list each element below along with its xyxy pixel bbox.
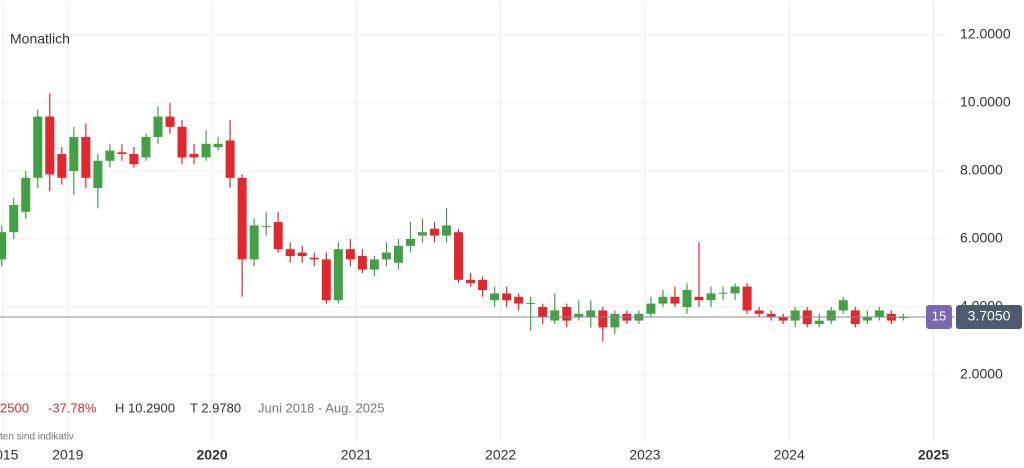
candle-body — [862, 317, 872, 321]
candle-body — [694, 296, 704, 301]
x-tick-label: 2020 — [197, 447, 228, 463]
candle-body — [285, 249, 295, 256]
candle-body — [165, 116, 175, 127]
last-price-label: 3.7050 — [968, 308, 1011, 324]
candle-body — [333, 249, 343, 301]
badge-bg — [926, 305, 952, 330]
candle-body — [261, 226, 271, 228]
candles — [0, 93, 908, 342]
candle-body — [778, 317, 788, 321]
candle-body — [814, 320, 824, 324]
candle-body — [81, 137, 91, 178]
candle-body — [249, 225, 259, 260]
low-stat: T 2.9780 — [190, 400, 241, 415]
candle-body — [658, 296, 668, 304]
change-pct: -37.78% — [48, 400, 97, 415]
interval-label: Monatlich — [10, 31, 70, 47]
candle-body — [706, 293, 716, 301]
candle-body — [514, 296, 524, 304]
candle-body — [33, 116, 43, 178]
x-tick-label: 2022 — [485, 447, 516, 463]
candle-body — [273, 222, 283, 250]
candle-body — [550, 310, 560, 321]
candle-body — [393, 245, 403, 263]
candle-body — [790, 310, 800, 321]
badge: 15 — [932, 308, 946, 323]
date-range: Juni 2018 - Aug. 2025 — [258, 400, 385, 415]
candle-body — [201, 143, 211, 158]
candle-body — [526, 302, 536, 304]
candle-body — [417, 232, 427, 236]
candle-body — [718, 292, 728, 294]
grid — [0, 1, 945, 443]
candle-body — [466, 279, 476, 284]
candle-body — [874, 310, 884, 318]
candle-body — [454, 232, 464, 280]
candle-body — [93, 160, 103, 188]
candle-body — [321, 259, 331, 301]
candle-body — [237, 177, 247, 260]
candle-body — [730, 286, 740, 294]
y-tick-label: 2.0000 — [960, 366, 1003, 382]
candle-body — [502, 293, 512, 301]
candle-body — [586, 310, 596, 318]
candle-body — [9, 205, 19, 233]
candle-body — [189, 154, 199, 158]
candle-body — [682, 290, 692, 307]
candle-body — [297, 252, 307, 256]
candle-body — [562, 307, 572, 321]
x-tick-label: 2023 — [629, 447, 660, 463]
candle-body — [117, 152, 127, 154]
change: 2500 — [0, 400, 29, 415]
x-tick-label: 2025 — [918, 447, 949, 463]
candle-body — [742, 286, 752, 311]
x-tick-label: 2024 — [774, 447, 805, 463]
candle-body — [838, 300, 848, 311]
y-tick-label: 8.0000 — [960, 162, 1003, 178]
candle-body — [369, 259, 379, 270]
candle-body — [405, 239, 415, 246]
candle-body — [381, 252, 391, 260]
candle-body — [610, 313, 620, 328]
candle-body — [490, 293, 500, 301]
candle-body — [646, 303, 656, 314]
candle-body — [826, 310, 836, 321]
candle-body — [670, 296, 680, 304]
candle-body — [754, 310, 764, 314]
candle-body — [538, 307, 548, 318]
candle-body — [105, 150, 115, 161]
candle-body — [129, 154, 139, 165]
y-tick-label: 12.0000 — [960, 26, 1011, 42]
candle-body — [598, 310, 608, 328]
candle-body — [21, 177, 31, 212]
x-tick-label: 2021 — [341, 447, 372, 463]
candle-body — [141, 137, 151, 158]
candle-body — [345, 249, 355, 260]
candle-body — [478, 279, 488, 290]
price-badge-bg — [956, 305, 1022, 330]
candle-body — [357, 256, 367, 270]
candle-body — [430, 228, 440, 236]
candle-body — [574, 313, 584, 318]
candle-body — [0, 232, 7, 260]
candle-body — [45, 116, 55, 175]
y-tick-label: 6.0000 — [960, 230, 1003, 246]
x-tick-label: 2019 — [52, 447, 83, 463]
candle-body — [213, 143, 223, 148]
candle-body — [69, 137, 79, 171]
candle-body — [309, 257, 319, 260]
note: ten sind indikativ — [0, 432, 74, 443]
candle-body — [177, 126, 187, 158]
candle-body — [442, 225, 452, 236]
candle-body — [153, 116, 163, 137]
candle-body — [225, 140, 235, 178]
candle-body — [57, 154, 67, 178]
y-tick-label: 10.0000 — [960, 94, 1011, 110]
candle-body — [766, 313, 776, 318]
x-tick-label: 2015 — [0, 447, 19, 463]
high-stat: H 10.2900 — [115, 400, 175, 415]
